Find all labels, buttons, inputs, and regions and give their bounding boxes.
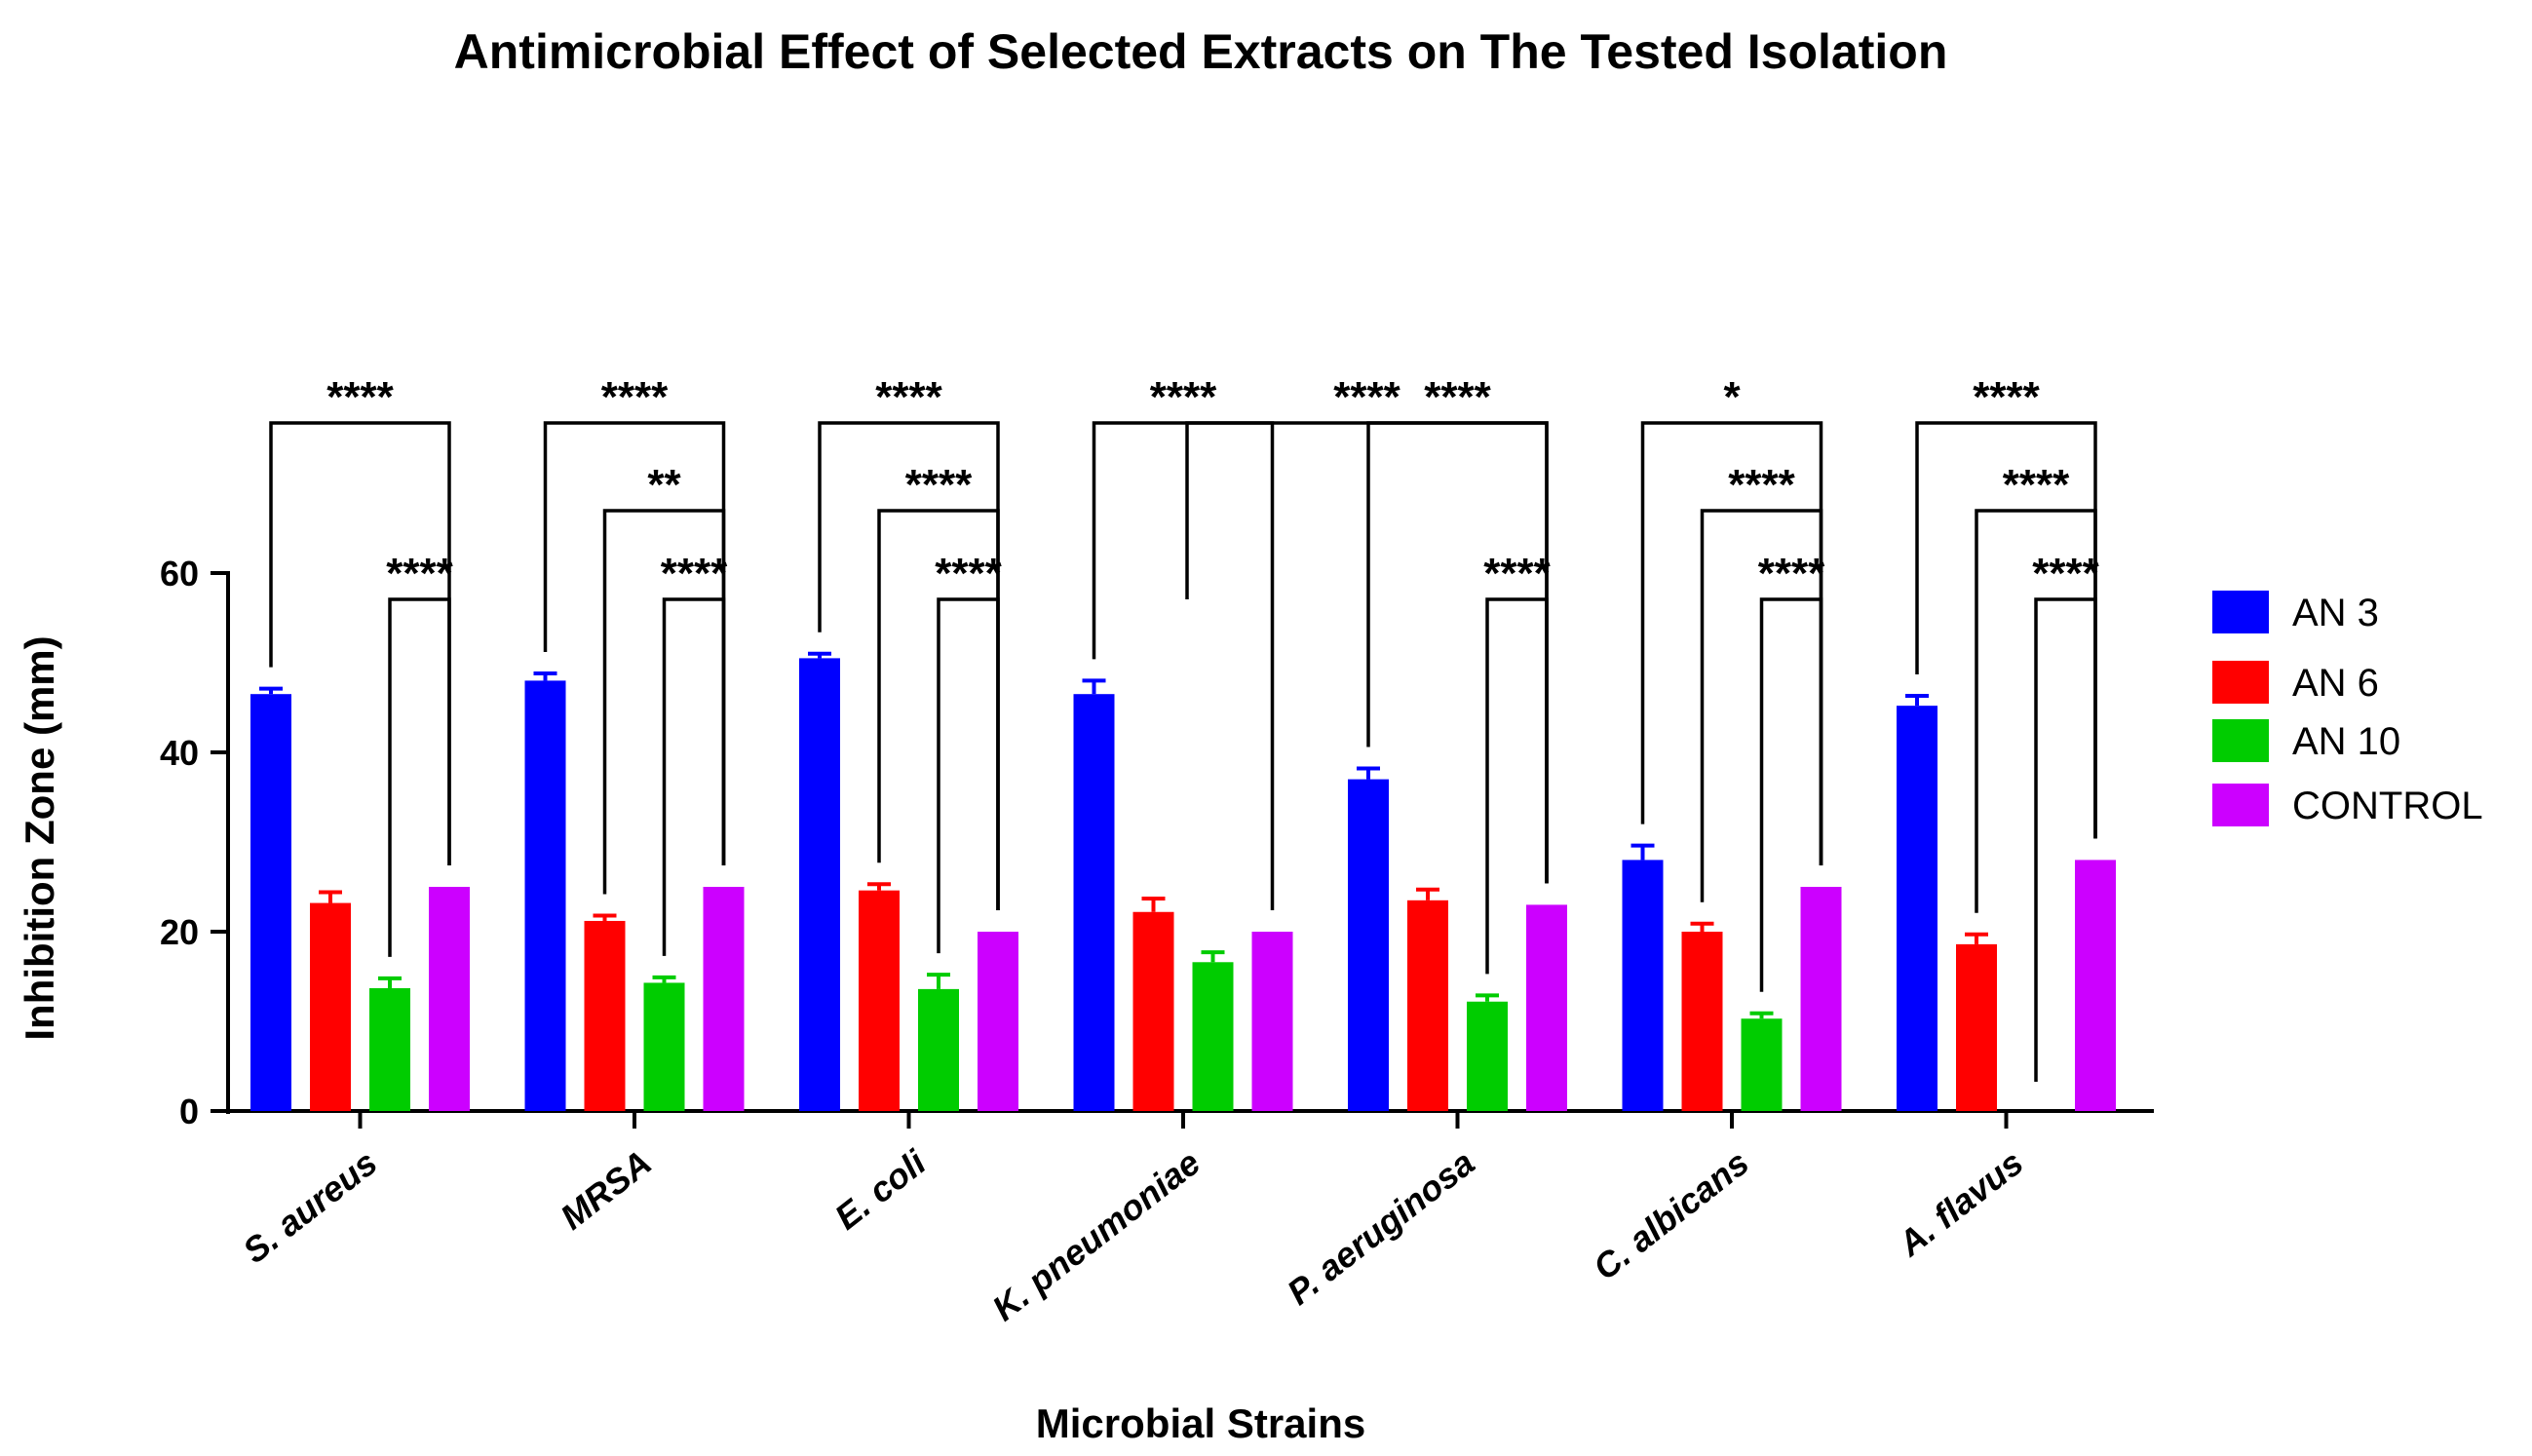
- significance-label: ****: [935, 550, 1002, 597]
- bar: [1132, 911, 1174, 1111]
- bar: [918, 988, 959, 1111]
- y-tick-label: 0: [179, 1092, 199, 1131]
- plot-area: 0 20 40 60 S. aureus MRSA E. coli K. pneumoniae…: [160, 373, 2154, 1328]
- significance-label: ****: [601, 373, 669, 421]
- significance-label: ****: [1973, 373, 2040, 421]
- category-label: S. aureus: [235, 1142, 384, 1271]
- significance-label: ****: [1483, 550, 1551, 597]
- category-label: K. pneumoniae: [984, 1142, 1208, 1328]
- significance-bracket: [269, 421, 451, 865]
- bar: [1741, 1018, 1783, 1111]
- legend: AN 3 AN 6 AN 10 CONTROL: [2212, 591, 2483, 827]
- significance-label: ****: [386, 550, 453, 597]
- bar: [1348, 779, 1389, 1111]
- significance-label: ****: [1333, 373, 1400, 421]
- significance-label: ****: [2003, 461, 2070, 509]
- bar: [369, 987, 410, 1111]
- legend-swatch: [2212, 661, 2269, 704]
- significance-label: **: [647, 461, 681, 509]
- significance-label: ****: [326, 373, 394, 421]
- significance-label: *: [1723, 373, 1741, 421]
- significance-label: ****: [1758, 550, 1825, 597]
- significance-label: ****: [1424, 373, 1491, 421]
- bar: [2075, 860, 2116, 1111]
- y-tick-label: 40: [160, 733, 199, 773]
- bar: [1073, 694, 1115, 1111]
- x-axis-label: Microbial Strains: [1036, 1400, 1365, 1446]
- bar: [1800, 887, 1842, 1111]
- bar: [250, 694, 291, 1111]
- significance-label: ****: [905, 461, 973, 509]
- bar: [978, 932, 1018, 1111]
- significance-bracket: [1366, 421, 1549, 884]
- significance-label: ****: [875, 373, 942, 421]
- bar: [1622, 860, 1664, 1111]
- bar: [1407, 900, 1448, 1111]
- legend-label: AN 3: [2292, 592, 2379, 634]
- bar: [643, 982, 685, 1111]
- significance-bracket: [1485, 597, 1549, 975]
- significance-label: ****: [1728, 461, 1795, 509]
- significance-bracket: [1092, 421, 1275, 910]
- bar: [429, 887, 470, 1111]
- category-label: E. coli: [827, 1141, 935, 1237]
- significance-label: ****: [2032, 550, 2099, 597]
- y-axis-label: Inhibition Zone (mm): [17, 635, 62, 1040]
- significance-bracket: [937, 597, 1000, 954]
- legend-swatch: [2212, 591, 2269, 633]
- bar: [799, 658, 840, 1111]
- category-label: MRSA: [553, 1142, 659, 1238]
- legend-swatch: [2212, 784, 2269, 826]
- category-label: P. aeruginosa: [1280, 1142, 1482, 1313]
- bar: [1897, 706, 1937, 1111]
- bar: [1526, 904, 1567, 1111]
- bar: [1681, 932, 1723, 1111]
- legend-label: AN 10: [2292, 720, 2400, 763]
- significance-bracket: [2034, 597, 2097, 1082]
- bar: [584, 920, 626, 1111]
- category-label: C. albicans: [1586, 1142, 1756, 1287]
- bar: [1251, 932, 1293, 1111]
- bar: [1467, 1001, 1508, 1111]
- y-tick-label: 60: [160, 554, 199, 594]
- significance-bracket: [388, 597, 451, 957]
- legend-label: CONTROL: [2292, 785, 2483, 827]
- bar: [1192, 962, 1234, 1111]
- y-tick-label: 20: [160, 912, 199, 952]
- significance-bracket: [543, 421, 726, 865]
- category-label: A. flavus: [1890, 1142, 2030, 1264]
- legend-label: AN 6: [2292, 662, 2379, 705]
- chart-title: Antimicrobial Effect of Selected Extract…: [454, 24, 1948, 79]
- bar: [859, 890, 900, 1111]
- bar: [524, 680, 566, 1111]
- significance-bracket: [662, 597, 726, 956]
- bar: [1956, 943, 1997, 1111]
- bar: [310, 902, 351, 1111]
- legend-swatch: [2212, 719, 2269, 762]
- significance-label: ****: [1150, 373, 1217, 421]
- bar: [703, 887, 745, 1111]
- significance-bracket: [1759, 597, 1823, 992]
- significance-label: ****: [661, 550, 728, 597]
